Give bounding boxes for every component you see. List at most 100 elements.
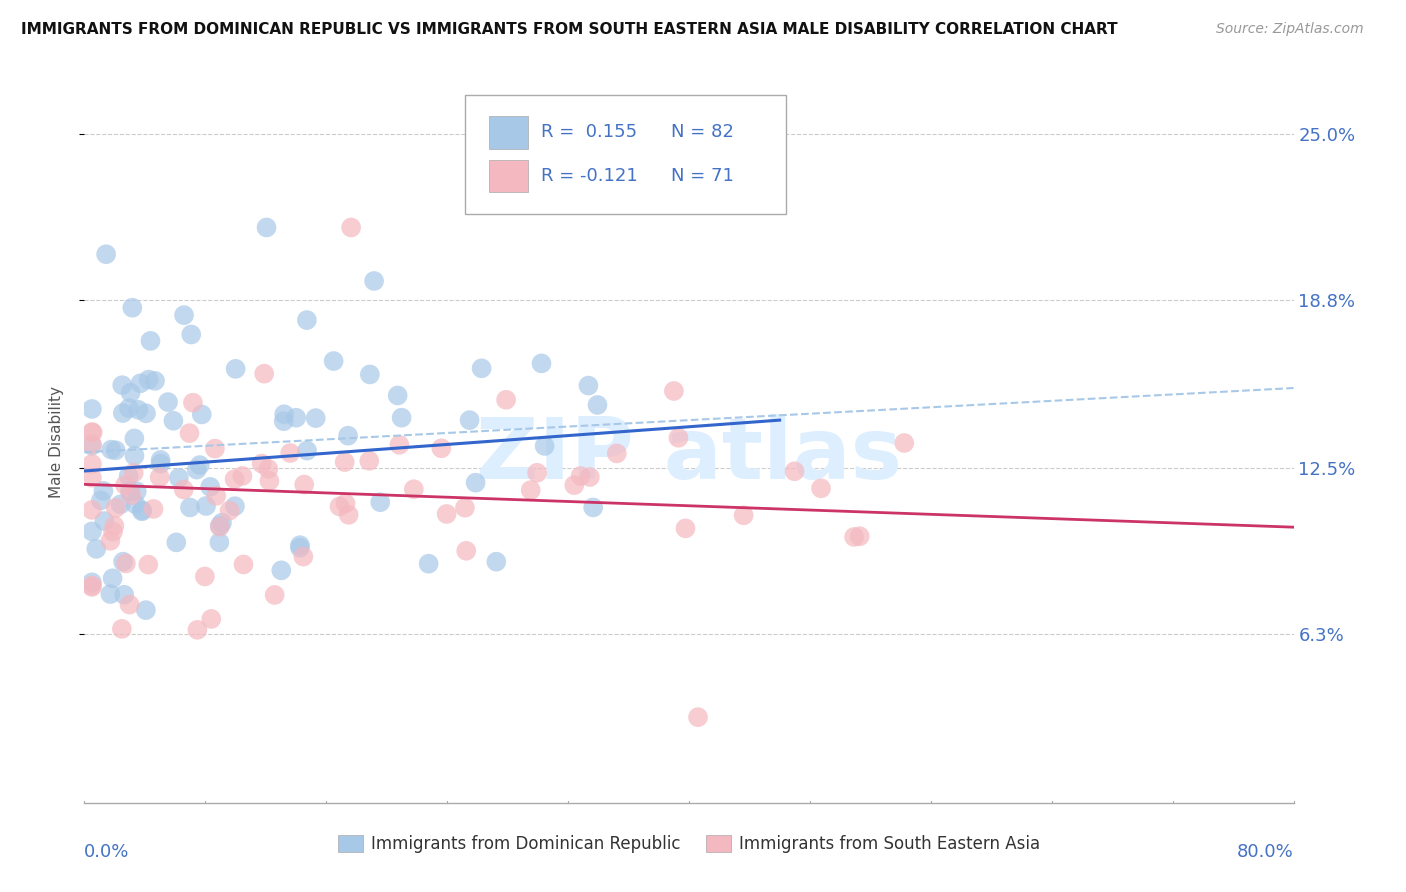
Point [80, 578, 103, 592]
Point [167, 471, 190, 485]
Point [295, 443, 318, 458]
Point [200, 480, 222, 494]
Point [208, 518, 231, 533]
Point [186, 462, 208, 476]
Point [156, 395, 179, 409]
Point [194, 569, 217, 583]
Point [110, 497, 132, 511]
Point [111, 622, 134, 636]
Point [111, 378, 134, 392]
Point [225, 362, 247, 376]
Point [263, 588, 285, 602]
Point [436, 507, 458, 521]
Point [139, 334, 162, 348]
Point [118, 484, 141, 499]
Point [270, 563, 292, 577]
Point [101, 571, 124, 585]
Point [387, 388, 409, 402]
Point [181, 395, 204, 409]
Point [337, 428, 360, 442]
Point [80, 575, 103, 590]
Point [138, 373, 160, 387]
Point [211, 516, 233, 530]
Point [149, 453, 172, 467]
Point [485, 555, 508, 569]
Text: Source: ZipAtlas.com: Source: ZipAtlas.com [1216, 22, 1364, 37]
Point [118, 401, 141, 416]
Point [526, 466, 548, 480]
Point [112, 555, 135, 569]
Legend: Immigrants from Dominican Republic, Immigrants from South Eastern Asia: Immigrants from Dominican Republic, Immi… [332, 828, 1046, 860]
Point [402, 482, 425, 496]
Text: 80.0%: 80.0% [1237, 843, 1294, 861]
Point [114, 478, 136, 492]
Point [94, 247, 117, 261]
Point [93, 514, 115, 528]
Point [115, 557, 138, 571]
Point [256, 220, 278, 235]
FancyBboxPatch shape [489, 160, 529, 193]
Point [662, 384, 685, 398]
Point [273, 407, 295, 421]
Point [218, 503, 240, 517]
Point [124, 449, 146, 463]
FancyBboxPatch shape [465, 95, 786, 214]
Point [285, 410, 308, 425]
Point [80, 401, 103, 416]
Point [533, 439, 555, 453]
Point [250, 457, 273, 471]
Point [204, 442, 226, 456]
Point [131, 503, 153, 517]
Point [127, 402, 149, 417]
Point [519, 483, 541, 497]
Point [136, 558, 159, 572]
Point [224, 472, 246, 486]
Point [208, 535, 231, 549]
Point [686, 710, 709, 724]
Point [295, 313, 318, 327]
Point [359, 368, 381, 382]
Text: R = -0.121: R = -0.121 [541, 167, 638, 185]
Point [359, 454, 381, 468]
Point [569, 469, 592, 483]
Point [104, 500, 127, 515]
Point [173, 483, 195, 497]
Point [142, 502, 165, 516]
Point [454, 500, 477, 515]
Point [259, 474, 281, 488]
Text: N = 71: N = 71 [671, 167, 734, 185]
Point [333, 455, 356, 469]
Point [191, 408, 214, 422]
Point [80, 437, 103, 451]
Point [124, 432, 146, 446]
Point [101, 524, 124, 539]
Point [733, 508, 755, 523]
Point [149, 457, 172, 471]
Point [200, 612, 222, 626]
Point [257, 462, 280, 476]
Point [675, 521, 697, 535]
Point [288, 541, 311, 555]
Point [562, 478, 585, 492]
Point [112, 588, 135, 602]
Point [278, 446, 301, 460]
Point [322, 354, 344, 368]
Point [430, 442, 453, 456]
Point [848, 529, 870, 543]
Point [173, 308, 195, 322]
Point [893, 436, 915, 450]
Point [391, 410, 413, 425]
Point [162, 414, 184, 428]
Point [292, 477, 315, 491]
Point [288, 538, 311, 552]
Point [80, 471, 103, 485]
Point [121, 301, 143, 315]
Point [368, 495, 391, 509]
Point [80, 439, 103, 453]
Point [179, 500, 201, 515]
Point [231, 469, 253, 483]
Point [530, 356, 553, 370]
Point [80, 425, 103, 439]
Point [103, 518, 125, 533]
Point [363, 274, 385, 288]
